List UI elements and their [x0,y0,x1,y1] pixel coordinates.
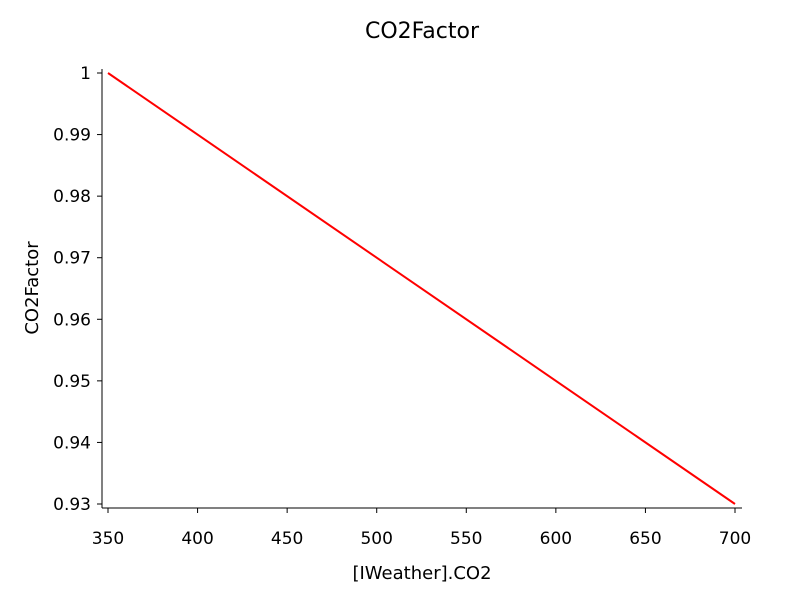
y-tick-label: 1 [80,64,91,84]
plot-series [107,72,736,505]
y-tick-label: 0.94 [53,433,91,453]
y-tick-label: 0.93 [53,495,91,515]
x-tick-label: 450 [271,529,303,549]
x-axis-ticks: 350 400 450 500 550 600 650 700 [92,508,751,549]
x-axis-label: [IWeather].CO2 [352,563,491,584]
chart-title: CO2Factor [365,19,480,44]
y-tick-label: 0.97 [53,249,91,269]
x-tick-label: 500 [360,529,392,549]
x-tick-label: 350 [92,529,124,549]
x-tick-label: 650 [629,529,661,549]
y-tick-label: 0.95 [53,372,91,392]
y-tick-label: 0.98 [53,187,91,207]
x-tick-label: 700 [719,529,751,549]
x-tick-label: 600 [540,529,572,549]
x-tick-label: 550 [450,529,482,549]
y-tick-label: 0.96 [53,310,91,330]
series-line-0 [107,72,736,505]
x-tick-label: 400 [181,529,213,549]
y-tick-label: 0.99 [53,126,91,146]
y-axis-ticks: 0.93 0.94 0.95 0.96 0.97 0.98 0.99 1 [53,64,102,515]
y-axis-label: CO2Factor [22,241,43,335]
